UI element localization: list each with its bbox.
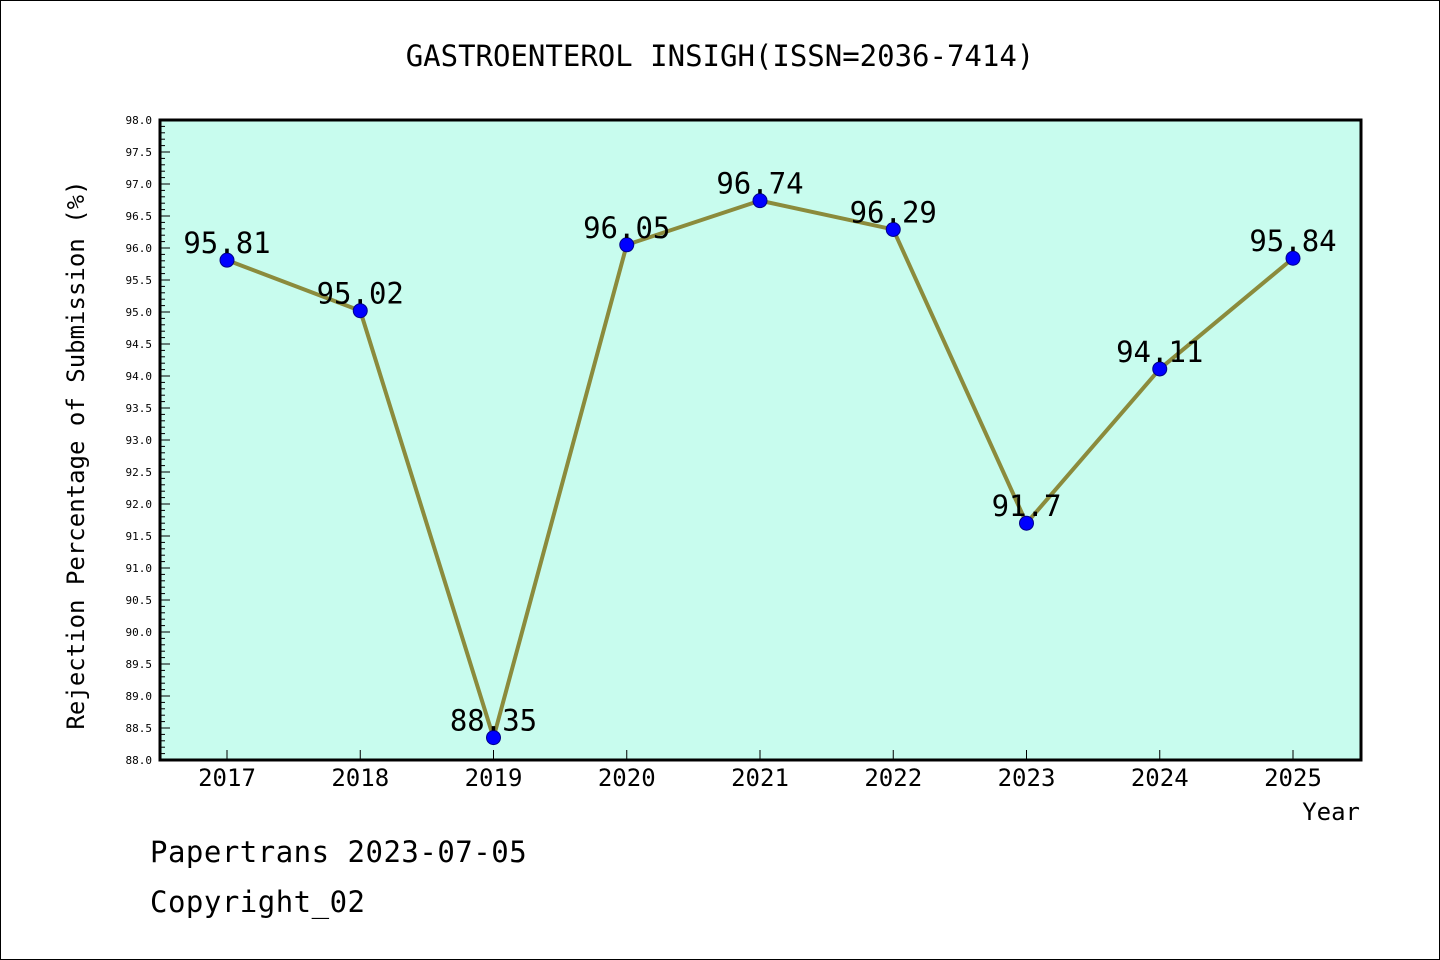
data-label: 95.02 (317, 277, 404, 311)
y-tick-label: 93.5 (126, 402, 153, 415)
data-point (619, 237, 635, 253)
data-point (885, 221, 901, 237)
footer-copyright: Copyright_02 (150, 885, 366, 919)
data-label: 88.35 (450, 704, 537, 738)
x-tick-label: 2024 (1131, 764, 1189, 792)
data-point (219, 252, 235, 268)
y-tick-label: 95.5 (126, 274, 153, 287)
y-tick-label: 98.0 (126, 114, 153, 127)
data-labels: 95.81 95.02 88.35 96.05 96.74 96.29 91.7 94.11 9… (183, 167, 1336, 738)
data-label: 96.29 (850, 195, 937, 229)
y-tick-label: 88.0 (126, 754, 153, 767)
data-point (1152, 361, 1168, 377)
data-label: 95.81 (183, 226, 270, 260)
x-tick-label: 2021 (731, 764, 789, 792)
x-tick-label: 2019 (465, 764, 523, 792)
data-label: 95.84 (1249, 224, 1336, 258)
y-tick-label: 96.0 (126, 242, 153, 255)
y-tick-label: 90.0 (126, 626, 153, 639)
y-tick-label: 97.0 (126, 178, 153, 191)
data-point (352, 303, 368, 319)
x-axis: 2017 2018 2019 2020 2021 2022 2023 2024 2025 (198, 750, 1322, 792)
y-tick-label: 92.0 (126, 498, 153, 511)
data-point (752, 193, 768, 209)
data-label: 94.11 (1116, 335, 1203, 369)
y-tick-label: 88.5 (126, 722, 153, 735)
data-point (1285, 250, 1301, 266)
y-axis: 88.0 88.5 89.0 89.5 90.0 90.5 91.0 91.5 92.0 92.5… (126, 114, 170, 767)
y-tick-label: 90.5 (126, 594, 153, 607)
data-markers (219, 193, 1301, 746)
y-tick-label: 97.5 (126, 146, 153, 159)
y-tick-label: 95.0 (126, 306, 153, 319)
x-tick-label: 2023 (998, 764, 1056, 792)
y-axis-label: Rejection Percentage of Submission (%) (62, 180, 90, 729)
y-tick-label: 91.5 (126, 530, 153, 543)
y-tick-label: 94.0 (126, 370, 153, 383)
y-tick-label: 91.0 (126, 562, 153, 575)
plot-area (158, 118, 1363, 762)
footer-date: Papertrans 2023-07-05 (150, 835, 528, 869)
x-tick-label: 2020 (598, 764, 656, 792)
data-point (486, 730, 501, 746)
y-tick-label: 93.0 (126, 434, 153, 447)
x-tick-label: 2017 (198, 764, 256, 792)
y-tick-label: 94.5 (126, 338, 153, 351)
x-tick-label: 2025 (1264, 764, 1322, 792)
y-tick-label: 89.5 (126, 658, 153, 671)
chart-title: GASTROENTEROL INSIGH(ISSN=2036-7414) (406, 39, 1035, 73)
data-point (1019, 515, 1034, 531)
x-tick-label: 2018 (331, 764, 389, 792)
data-label: 96.05 (583, 211, 670, 245)
y-tick-label: 92.5 (126, 466, 153, 479)
data-label: 91.7 (992, 489, 1062, 523)
data-label: 96.74 (716, 167, 803, 201)
y-tick-label: 96.5 (126, 210, 153, 223)
y-tick-label: 89.0 (126, 690, 153, 703)
x-tick-label: 2022 (864, 764, 922, 792)
x-axis-label: Year (1302, 798, 1360, 826)
